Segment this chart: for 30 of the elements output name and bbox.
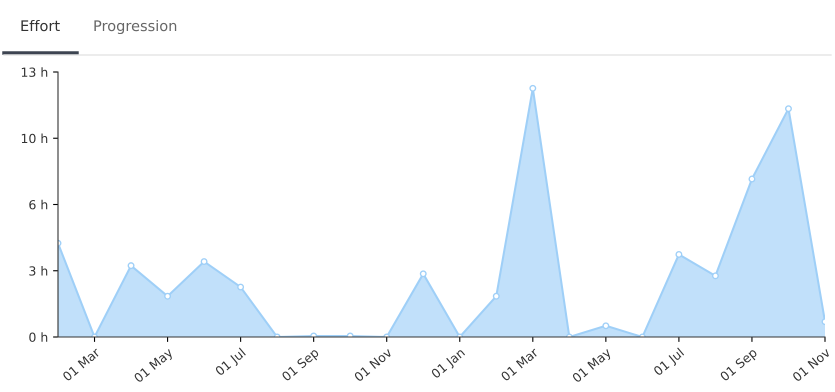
point bbox=[529, 84, 536, 92]
x-tick-label: 01 Nov bbox=[354, 347, 393, 382]
x-tick-label: 01 Nov bbox=[792, 347, 831, 382]
text: Progression bbox=[94, 20, 176, 34]
point bbox=[602, 322, 610, 330]
x-tick-label: 01 Jan bbox=[430, 348, 467, 381]
y-tick-label: 3 h bbox=[29, 266, 48, 276]
point bbox=[420, 270, 427, 278]
point bbox=[712, 272, 719, 280]
point bbox=[128, 262, 135, 270]
point bbox=[237, 284, 244, 291]
x-tick-label: 01 May bbox=[133, 347, 176, 385]
text: Effort bbox=[21, 20, 60, 32]
point bbox=[785, 105, 792, 112]
x-tick-label: 01 Jul bbox=[214, 347, 248, 378]
point bbox=[200, 258, 208, 266]
point bbox=[748, 176, 756, 182]
point bbox=[675, 250, 682, 258]
x-tick-label: 01 Mar bbox=[62, 346, 101, 382]
y-tick-label: 0 h bbox=[29, 332, 48, 342]
x-tick-label: 01 Mar bbox=[500, 346, 540, 382]
point bbox=[492, 292, 500, 300]
x-tick-label: 01 Sep bbox=[281, 347, 321, 384]
x-tick-label: 01 Sep bbox=[719, 347, 760, 384]
point bbox=[164, 292, 172, 300]
x-tick-label: 01 Jul bbox=[652, 347, 686, 378]
y-tick-label: 13 h bbox=[22, 67, 48, 77]
x-tick-label: 01 May bbox=[572, 347, 614, 385]
y-tick-label: 6 h bbox=[29, 200, 48, 210]
y-tick-label: 10 h bbox=[22, 134, 48, 144]
